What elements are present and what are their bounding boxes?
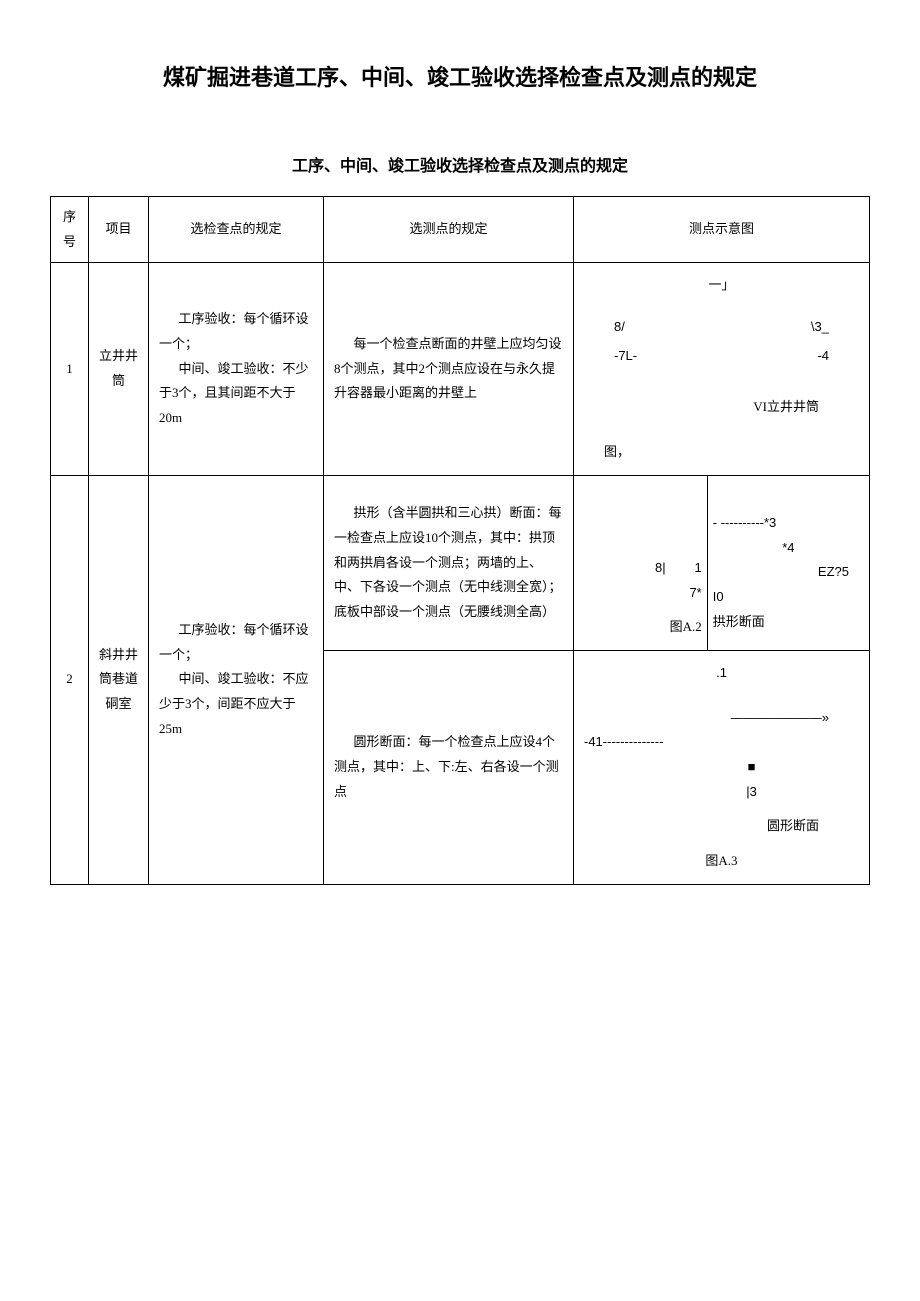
diagram-mark: EZ?5 [713, 560, 864, 585]
point-text: 圆形断面：每一个检查点上应设4个测点，其中：上、下:左、右各设一个测点 [334, 730, 563, 804]
check-line: 工序验收：每个循环设一个； [159, 307, 313, 356]
point-text: 每一个检查点断面的井壁上应均匀设8个测点，其中2个测点应设在与永久提升容器最小距… [334, 332, 563, 406]
diagram-mark: 8| 1 [579, 556, 702, 581]
cell-check-1: 工序验收：每个循环设一个； 中间、竣工验收：不少于3个，且其间距不大于20m [149, 263, 324, 475]
header-check: 选检查点的规定 [149, 197, 324, 263]
header-point: 选测点的规定 [324, 197, 574, 263]
diagram-mark: 7* [579, 581, 702, 606]
cell-item-1: 立井井筒 [89, 263, 149, 475]
cell-check-2: 工序验收：每个循环设一个； 中间、竣工验收：不应少于3个，间距不应大于25m [149, 475, 324, 884]
cell-seq-2: 2 [51, 475, 89, 884]
diagram-mark: *4 [713, 536, 864, 561]
check-line: 中间、竣工验收：不少于3个，且其间距不大于20m [159, 357, 313, 431]
diagram-mark: ———————» [584, 706, 859, 731]
table-row: 1 立井井筒 工序验收：每个循环设一个； 中间、竣工验收：不少于3个，且其间距不… [51, 263, 870, 475]
header-item: 项目 [89, 197, 149, 263]
table-header-row: 序号 项目 选检查点的规定 选测点的规定 测点示意图 [51, 197, 870, 263]
diagram-caption: 图A.3 [584, 849, 859, 874]
cell-seq-1: 1 [51, 263, 89, 475]
regulations-table: 序号 项目 选检查点的规定 选测点的规定 测点示意图 1 立井井筒 工序验收：每… [50, 196, 870, 885]
diagram-label: 拱形断面 [713, 610, 864, 635]
header-diagram: 测点示意图 [574, 197, 870, 263]
cell-item-2: 斜井井筒巷道硐室 [89, 475, 149, 884]
header-seq: 序号 [51, 197, 89, 263]
diagram-caption: 图， [584, 440, 859, 465]
table-row: 2 斜井井筒巷道硐室 工序验收：每个循环设一个； 中间、竣工验收：不应少于3个，… [51, 475, 870, 650]
diagram-vertical-shaft: 一」 8/ \3_ -7L- -4 VI立井井筒 图， [574, 263, 870, 475]
diagram-caption: 图A.2 [579, 615, 702, 640]
diagram-mark: |3 [584, 780, 859, 805]
diagram-mark: ■ [584, 755, 859, 780]
point-text: 拱形（含半圆拱和三心拱）断面：每一检查点上应设10个测点，其中：拱顶和两拱肩各设… [334, 501, 563, 624]
check-line: 工序验收：每个循环设一个； [159, 618, 313, 667]
diagram-mark: .1 [584, 661, 859, 686]
diagram-mark: 8/ [614, 315, 625, 340]
main-title: 煤矿掘进巷道工序、中间、竣工验收选择检查点及测点的规定 [50, 60, 870, 92]
diagram-mark: 一」 [584, 273, 859, 298]
cell-point-2b: 圆形断面：每一个检查点上应设4个测点，其中：上、下:左、右各设一个测点 [324, 650, 574, 884]
check-line: 中间、竣工验收：不应少于3个，间距不应大于25m [159, 667, 313, 741]
diagram-label: VI立井井筒 [584, 395, 859, 420]
diagram-mark: -41-------------- [584, 730, 859, 755]
diagram-mark: -7L- [614, 344, 637, 369]
diagram-mark: - ----------*3 [713, 511, 864, 536]
diagram-label: 圆形断面 [584, 814, 859, 839]
diagram-mark: I0 [713, 585, 864, 610]
diagram-arch-section: 8| 1 7* 图A.2 - ----------*3 *4 EZ?5 I0 [574, 475, 870, 650]
cell-point-2a: 拱形（含半圆拱和三心拱）断面：每一检查点上应设10个测点，其中：拱顶和两拱肩各设… [324, 475, 574, 650]
diagram-mark: \3_ [811, 315, 829, 340]
diagram-mark: -4 [817, 344, 829, 369]
diagram-circle-section: .1 ———————» -41-------------- ■ |3 圆形断面 … [574, 650, 870, 884]
sub-title: 工序、中间、竣工验收选择检查点及测点的规定 [50, 152, 870, 176]
cell-point-1: 每一个检查点断面的井壁上应均匀设8个测点，其中2个测点应设在与永久提升容器最小距… [324, 263, 574, 475]
